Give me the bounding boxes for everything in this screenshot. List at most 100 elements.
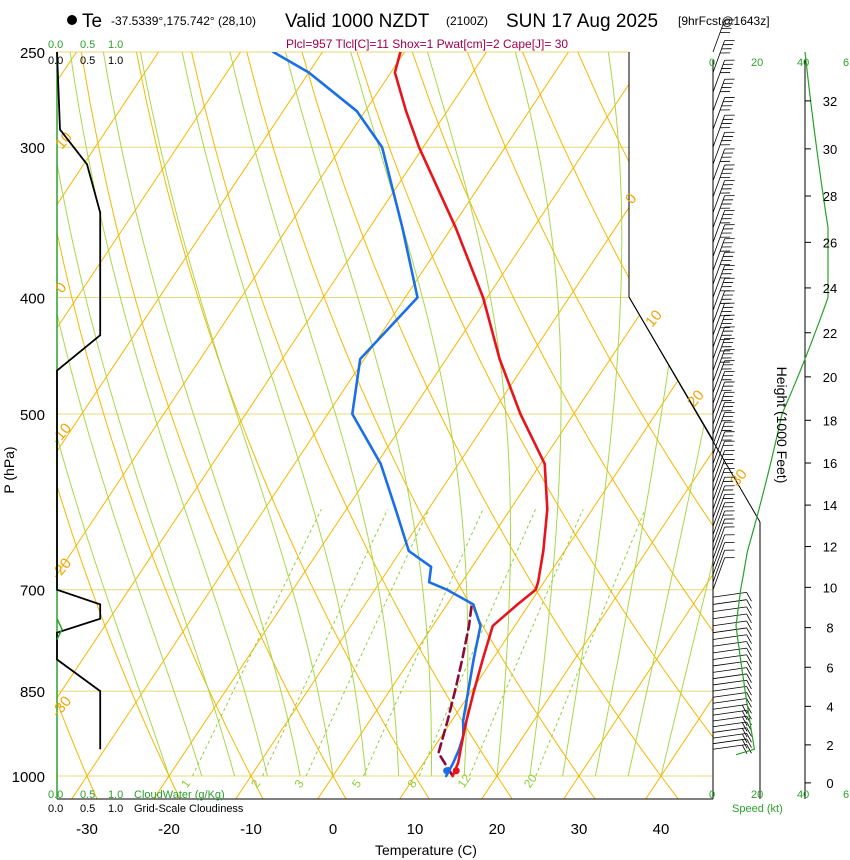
- temperature-tick-30: 30: [571, 821, 588, 838]
- wind-barb-shaft: [712, 679, 747, 686]
- wind-barb-flag: [741, 728, 748, 738]
- wind-barb-shaft: [712, 315, 726, 348]
- isotherm-line: [57, 52, 338, 799]
- moist-adiabat-line: [57, 52, 236, 777]
- wind-barb-shaft: [712, 518, 726, 552]
- wind-barb-shaft: [712, 732, 747, 739]
- speed-bottom-20: 20: [751, 789, 763, 801]
- speed-top-20: 20: [751, 57, 763, 69]
- bottom-scale-black-0: 0.0: [48, 803, 63, 815]
- temperature-tick-40: 40: [653, 821, 670, 838]
- wind-barb-flag: [746, 654, 752, 664]
- wind-barb-shaft: [712, 303, 726, 336]
- top-scale-green-0: 0.0: [48, 39, 63, 51]
- wind-barb-shaft: [712, 19, 726, 53]
- wind-barb-flag: [746, 613, 752, 623]
- moist-adiabat-line: [57, 52, 170, 777]
- temperature-tick--20: -20: [158, 821, 180, 838]
- dry-adiabat-line: [57, 52, 182, 799]
- wind-barb-shaft: [712, 485, 726, 518]
- moist-adiabat-line: [99, 52, 301, 777]
- parcel-trace: [437, 603, 474, 778]
- height-tick-26: 26: [823, 235, 837, 250]
- bottom-scale-green-2: 1.0: [108, 789, 123, 801]
- temperature-tick--30: -30: [76, 821, 98, 838]
- wind-barb-shaft: [712, 195, 726, 228]
- wind-barb-flag: [741, 722, 748, 732]
- moist-adiabat-lines: [57, 52, 713, 777]
- wind-barb-shaft: [712, 412, 726, 445]
- wind-barb-flag: [746, 686, 752, 696]
- moist-adiabat-line: [344, 52, 469, 777]
- dry-adiabat-line: [246, 52, 598, 799]
- mixing-ratio-line: [192, 508, 322, 777]
- bottom-scale-black-1: 0.5: [80, 803, 95, 815]
- wind-barb-shaft: [712, 402, 726, 435]
- isotherm-label: 20: [684, 387, 708, 411]
- x-axis-title: Temperature (C): [375, 842, 477, 858]
- wind-barb-shaft: [712, 526, 726, 560]
- dry-adiabat-line: [632, 52, 713, 799]
- wind-barb-shaft: [712, 164, 726, 198]
- isobar-lines: [57, 51, 713, 777]
- moist-adiabat-line: [420, 52, 511, 777]
- moist-adiabat-line: [177, 52, 367, 777]
- mixing-ratio-labels: 1 2 3 5 8 12 20: [178, 771, 540, 790]
- pressure-ticks: 250 300 400 500 700 850 1000: [12, 45, 45, 786]
- height-tick-28: 28: [823, 189, 837, 204]
- dry-adiabat-lines: [57, 52, 713, 799]
- moist-adiabat-line: [57, 52, 203, 777]
- header-location: -37.5339°,175.742° (28,10): [111, 14, 256, 28]
- wind-barb-shaft: [712, 641, 747, 647]
- wind-barb-shaft: [712, 692, 747, 698]
- top-scale-green-2: 1.0: [108, 39, 123, 51]
- wind-barb-flag: [741, 710, 748, 720]
- height-axis-title: Height (1000 Feet): [774, 367, 790, 484]
- wind-barb-shaft: [712, 431, 726, 464]
- wind-barb-flag: [746, 667, 752, 677]
- pressure-tick-300: 300: [20, 140, 45, 157]
- moist-adiabat-line: [66, 52, 268, 777]
- height-tick-22: 22: [823, 326, 837, 341]
- mixing-ratio-lines: [192, 508, 646, 777]
- wind-barb-shaft: [712, 715, 747, 722]
- wind-barb-shaft: [712, 606, 747, 613]
- isotherm-lines: [57, 52, 713, 799]
- wind-barb-flag: [741, 733, 748, 743]
- mixing-ratio-line: [305, 508, 430, 777]
- temperature-tick-20: 20: [489, 821, 506, 838]
- pressure-tick-500: 500: [20, 407, 45, 424]
- wind-barb-shaft: [712, 180, 726, 213]
- sounding-traces: [271, 52, 549, 778]
- bottom-scale-green-0: 0.0: [48, 789, 63, 801]
- dry-adiabat-line: [136, 52, 432, 799]
- wind-barb-shaft: [712, 459, 726, 492]
- dry-adiabat-line: [191, 52, 515, 799]
- mixing-ratio-line: [262, 508, 389, 777]
- cloudiness-label: Grid-Scale Cloudiness: [134, 803, 244, 815]
- wind-barb-shaft: [712, 627, 747, 634]
- isotherm-line: [397, 52, 713, 799]
- wind-barb-shaft: [712, 210, 726, 243]
- wind-barb-shaft: [712, 40, 726, 73]
- wind-barb-shaft: [712, 224, 726, 257]
- dry-adiabat-line: [356, 52, 713, 799]
- moist-adiabat-line: [509, 52, 562, 777]
- cloudwater-label: CloudWater (g/Kg): [134, 789, 225, 801]
- wind-barb-shaft: [712, 468, 726, 501]
- isotherm-label: -30: [48, 693, 75, 721]
- wind-barb-shaft: [712, 613, 747, 620]
- bottom-scale-black-2: 1.0: [108, 803, 123, 815]
- wind-barb-flag: [746, 727, 752, 737]
- header: Te -37.5339°,175.742° (28,10) Valid 1000…: [67, 11, 770, 51]
- temperature-tick-0: 0: [329, 821, 337, 838]
- speed-top-0: 0: [709, 57, 715, 69]
- wind-barb-shaft: [712, 441, 726, 474]
- wind-barb-flag: [746, 592, 752, 602]
- isotherm-line: [57, 52, 174, 799]
- wind-barb-shaft: [712, 673, 747, 680]
- wind-barb-shaft: [712, 542, 726, 575]
- surface-temperature-point: [452, 767, 460, 775]
